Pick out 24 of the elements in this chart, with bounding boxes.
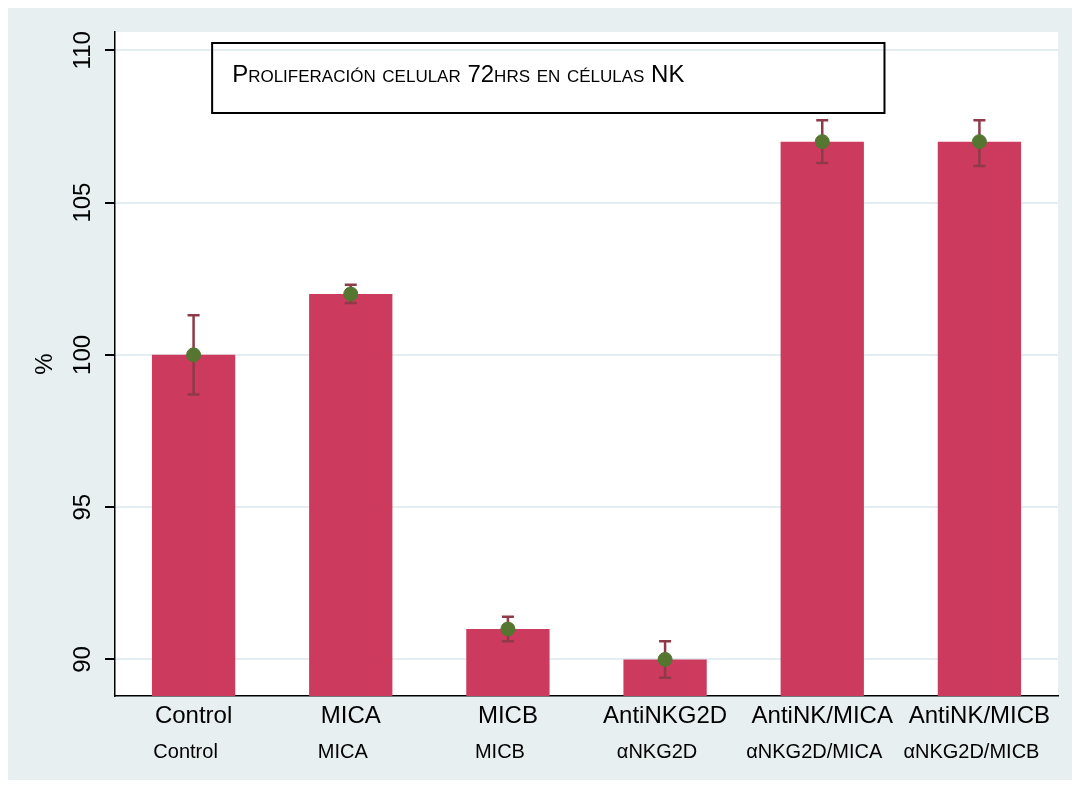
y-tick-label: 90 [67, 646, 95, 673]
text: MICA [317, 739, 369, 762]
text: Control [153, 739, 218, 762]
text: MICB [474, 739, 525, 762]
x-tick-label: AntiNK/MICB [908, 701, 1051, 729]
y-tick-label: 95 [67, 493, 95, 521]
point [814, 134, 830, 150]
text: αNKG2D/MICB [903, 739, 1040, 762]
point [186, 347, 202, 363]
x-tick-label: MICA [320, 701, 381, 729]
text: αNKG2D [616, 739, 698, 762]
x-tick-label: Control [154, 701, 233, 729]
x-tick-label: AntiNK/MICA [751, 701, 893, 729]
point [657, 651, 673, 667]
y-tick-label: 105 [67, 182, 95, 223]
point [500, 621, 516, 637]
y-tick-label: 100 [67, 334, 95, 375]
y-tick-label: 110 [67, 31, 95, 70]
x-tick-label: AntiNKG2D [603, 701, 728, 729]
text: αNKG2D/MICA [746, 739, 883, 762]
x-tick-label: MICB [477, 701, 538, 729]
text: Proliferación celular 72hrs en células NK [232, 60, 685, 87]
point [971, 134, 987, 150]
y-axis-title: % [29, 353, 57, 375]
